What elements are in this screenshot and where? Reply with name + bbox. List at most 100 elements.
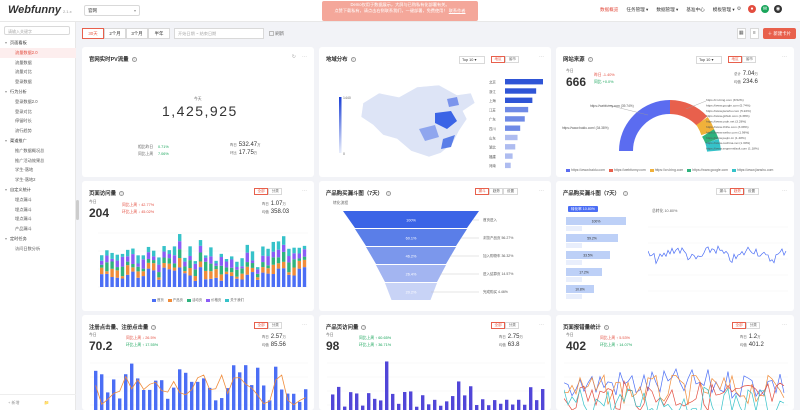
- sidebar-item[interactable]: 流量对比: [15, 69, 32, 75]
- more-icon[interactable]: ⋯: [539, 322, 544, 328]
- info-icon[interactable]: ?: [587, 57, 593, 63]
- tab-all[interactable]: 全部: [491, 322, 506, 329]
- tab-category[interactable]: 分类: [268, 322, 283, 329]
- nav-templates[interactable]: 模板管理 ▾: [712, 7, 735, 12]
- sidebar-item[interactable]: 产品漏斗: [15, 226, 32, 232]
- tab-trend[interactable]: 趋势: [489, 188, 504, 195]
- tab-settings[interactable]: 设置: [503, 188, 518, 195]
- legend-item[interactable]: https://www.google.com: [687, 168, 728, 172]
- nav-overview[interactable]: 数据概览: [600, 7, 619, 12]
- more-icon[interactable]: ⋯: [302, 188, 307, 194]
- legend-item[interactable]: https://www.baidu.com: [566, 168, 605, 172]
- sidebar-item[interactable]: 停留时长: [15, 118, 32, 124]
- checkbox[interactable]: [269, 31, 274, 37]
- info-icon[interactable]: ?: [622, 191, 628, 197]
- range-2m[interactable]: 2个月: [104, 28, 126, 39]
- sidebar-item[interactable]: 访问日数分析: [15, 245, 41, 251]
- more-icon[interactable]: ⋯: [302, 322, 307, 328]
- tab-trend[interactable]: 趋势: [730, 188, 745, 195]
- date-range-picker[interactable]: 开始日期 ~ 结束日期: [174, 28, 264, 39]
- legend-item[interactable]: https://cn.bing.com: [649, 168, 683, 172]
- info-icon[interactable]: ?: [118, 191, 124, 197]
- sidebar-group[interactable]: ▾ 定时任务: [0, 234, 76, 244]
- legend-item[interactable]: 价格页: [206, 297, 221, 302]
- nav-data[interactable]: 数据管理 ▾: [656, 7, 679, 12]
- funnel-stage[interactable]: [343, 211, 479, 228]
- info-icon[interactable]: ?: [361, 325, 367, 331]
- legend-item[interactable]: https://www.jianshu.com: [732, 168, 773, 172]
- more-icon[interactable]: ⋯: [782, 188, 787, 194]
- tab-region[interactable]: 地区: [491, 56, 506, 63]
- tab-region[interactable]: 地区: [728, 56, 743, 63]
- sidebar-item[interactable]: 流量数据: [15, 59, 32, 65]
- range-30d[interactable]: 30天: [82, 28, 104, 39]
- more-icon[interactable]: ⋯: [539, 188, 544, 194]
- tab-category[interactable]: 分类: [505, 322, 520, 329]
- sidebar-item[interactable]: 流量数据2.0: [0, 47, 76, 58]
- sidebar-group[interactable]: ▾ 页面看板: [0, 38, 76, 48]
- top-select[interactable]: Top 10 ▾: [696, 56, 722, 64]
- wechat-icon[interactable]: ✉: [761, 5, 769, 13]
- tab-settings[interactable]: 设置: [744, 188, 759, 195]
- sidebar-item[interactable]: 登录数据: [15, 79, 32, 85]
- sidebar-item[interactable]: 学生-落地: [15, 167, 34, 173]
- project-select[interactable]: 官网 ▾: [84, 5, 140, 16]
- more-icon[interactable]: ⋯: [539, 54, 544, 60]
- refresh-icon[interactable]: ↻: [291, 54, 296, 60]
- sidebar-group[interactable]: ▾ 渠道推广: [0, 136, 76, 146]
- legend-item[interactable]: 产品页: [167, 297, 183, 302]
- sidebar-item[interactable]: 登录对比: [15, 108, 32, 114]
- sidebar-group[interactable]: ▾ 自定义统计: [0, 185, 76, 195]
- add-card-button[interactable]: ＋ 新建卡片: [762, 28, 796, 39]
- top-select[interactable]: Top 10 ▾: [459, 56, 485, 64]
- range-6m[interactable]: 半年: [148, 28, 170, 39]
- github-icon[interactable]: ◉: [774, 5, 782, 13]
- more-icon[interactable]: ⋯: [782, 54, 787, 60]
- legend-item[interactable]: 活动页: [186, 297, 202, 302]
- legend-item[interactable]: 关于我们: [225, 297, 244, 302]
- funnel-stage[interactable]: [376, 265, 446, 282]
- tab-funnel[interactable]: 漏斗: [716, 188, 731, 195]
- legend-item[interactable]: 首页: [152, 297, 164, 302]
- refresh-toggle[interactable]: 刷新: [269, 28, 284, 39]
- sidebar-item[interactable]: 登录数据2.0: [15, 98, 38, 104]
- sidebar-item[interactable]: 学生-落地2: [15, 177, 36, 183]
- sidebar-add-button[interactable]: + 新增: [8, 400, 20, 405]
- notice-contact-link[interactable]: 联系作者: [448, 8, 466, 13]
- tab-province[interactable]: 省市: [505, 56, 520, 63]
- tab-category[interactable]: 分类: [746, 322, 761, 329]
- list-icon[interactable]: ≡: [749, 28, 759, 39]
- nav-tasks[interactable]: 任务管理 ▾: [626, 7, 649, 12]
- tab-all[interactable]: 全部: [254, 322, 269, 329]
- info-icon[interactable]: ?: [151, 325, 157, 331]
- sidebar-search-input[interactable]: 请输入关键字: [4, 26, 70, 35]
- sidebar-item[interactable]: 埋点漏斗: [15, 216, 32, 222]
- tab-all[interactable]: 全部: [254, 188, 269, 195]
- sidebar-item[interactable]: 埋点漏斗: [15, 196, 32, 202]
- tab-province[interactable]: 省市: [742, 56, 757, 63]
- tab-category[interactable]: 分类: [268, 188, 283, 195]
- sidebar-item[interactable]: 推广数据概况总: [15, 147, 45, 153]
- info-icon[interactable]: ?: [603, 325, 609, 331]
- info-icon[interactable]: ?: [350, 57, 356, 63]
- more-icon[interactable]: ⋯: [782, 322, 787, 328]
- logo[interactable]: Webfunny 2.1.x: [8, 4, 72, 16]
- funnel-stage[interactable]: [355, 229, 467, 246]
- legend-item[interactable]: https://webfunny.com: [608, 168, 646, 172]
- range-3m[interactable]: 3个月: [126, 28, 148, 39]
- user-icon[interactable]: ●: [748, 5, 756, 13]
- tab-funnel[interactable]: 漏斗: [475, 188, 490, 195]
- nav-benchmark[interactable]: 基准中心: [686, 7, 705, 12]
- sidebar-item[interactable]: 推广活动效果总: [15, 157, 45, 163]
- more-icon[interactable]: ⋯: [302, 54, 307, 60]
- scrollbar[interactable]: [76, 200, 79, 220]
- settings-icon[interactable]: ⚙: [736, 6, 742, 12]
- sidebar-group[interactable]: ▾ 行为分析: [0, 87, 76, 97]
- tab-all[interactable]: 全部: [732, 322, 747, 329]
- sidebar-item[interactable]: 埋点漏斗: [15, 206, 32, 212]
- folder-icon[interactable]: 📁: [44, 400, 49, 405]
- sidebar-item[interactable]: 流行趋势: [15, 128, 32, 134]
- funnel-stage[interactable]: [385, 283, 437, 300]
- funnel-stage[interactable]: [366, 247, 456, 264]
- info-icon[interactable]: ?: [131, 57, 137, 63]
